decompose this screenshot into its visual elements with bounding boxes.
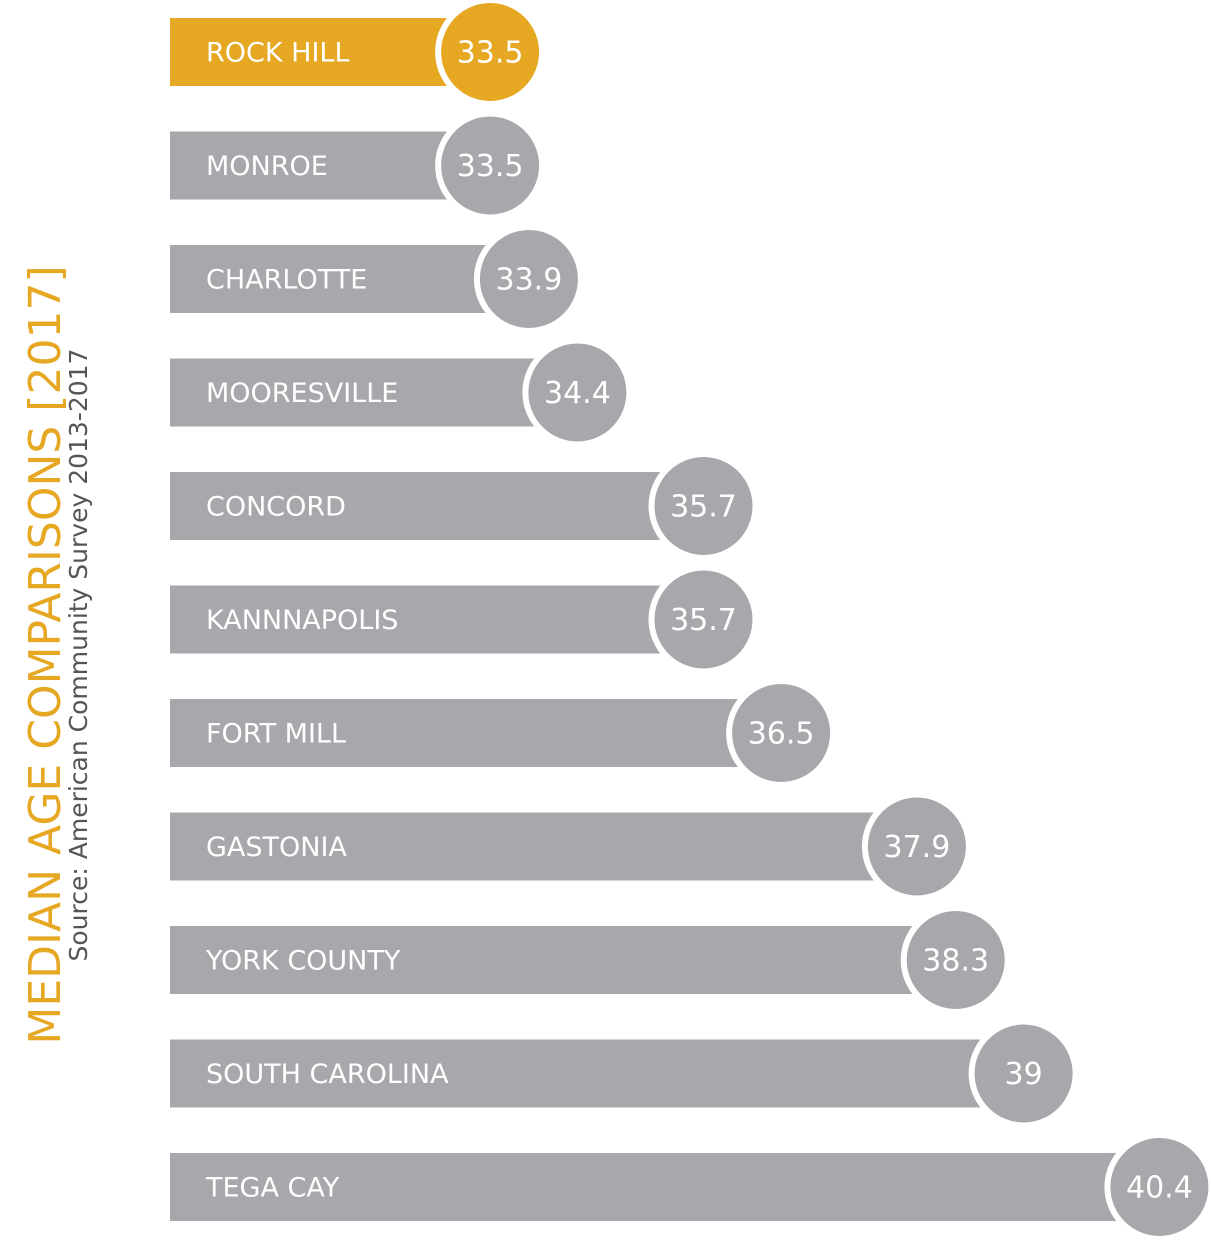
chart-subtitle: Source: American Community Survey 2013-2… xyxy=(64,349,93,962)
value-label: 33.5 xyxy=(457,36,524,71)
value-label: 39 xyxy=(1005,1057,1043,1092)
value-circle xyxy=(435,0,546,107)
value-label: 33.5 xyxy=(457,149,524,184)
value-label: 34.4 xyxy=(544,376,611,411)
value-label: 38.3 xyxy=(922,944,989,979)
category-label: GASTONIA xyxy=(206,832,347,863)
value-circle xyxy=(900,905,1011,1015)
value-circle xyxy=(648,564,759,675)
category-label: CHARLOTTE xyxy=(206,265,367,296)
bar xyxy=(170,358,578,427)
category-label: SOUTH CAROLINA xyxy=(206,1059,449,1090)
value-label: 33.9 xyxy=(496,263,563,298)
category-label: CONCORD xyxy=(206,492,346,523)
bar xyxy=(170,245,529,313)
category-label: MONROE xyxy=(206,151,328,182)
category-label: FORT MILL xyxy=(206,719,346,750)
category-label: MOORESVILLE xyxy=(206,378,398,409)
value-circle xyxy=(968,1018,1079,1129)
value-label: 35.7 xyxy=(670,603,737,638)
bar xyxy=(170,926,956,994)
category-label: KANNNAPOLIS xyxy=(206,605,398,636)
bar xyxy=(170,1153,1160,1221)
category-label: TEGA CAY xyxy=(205,1173,340,1204)
bar xyxy=(170,472,704,540)
value-circle xyxy=(473,224,584,334)
value-label: 37.9 xyxy=(884,830,951,865)
chart-title: MEDIAN AGE COMPARISONS [2017] xyxy=(20,265,71,1044)
value-circle xyxy=(726,678,837,788)
value-label: 40.4 xyxy=(1126,1171,1193,1206)
value-circle xyxy=(435,110,546,221)
value-label: 36.5 xyxy=(748,717,815,752)
category-label: ROCK HILL xyxy=(206,38,350,69)
category-label: YORK COUNTY xyxy=(205,946,401,977)
value-label: 35.7 xyxy=(670,490,737,525)
bar xyxy=(170,585,704,654)
value-circle xyxy=(522,337,633,448)
bar xyxy=(170,1039,1024,1108)
bar xyxy=(170,812,917,881)
value-circle xyxy=(1104,1132,1211,1242)
bar xyxy=(170,699,782,767)
value-circle xyxy=(861,791,972,902)
value-circle xyxy=(648,451,759,561)
